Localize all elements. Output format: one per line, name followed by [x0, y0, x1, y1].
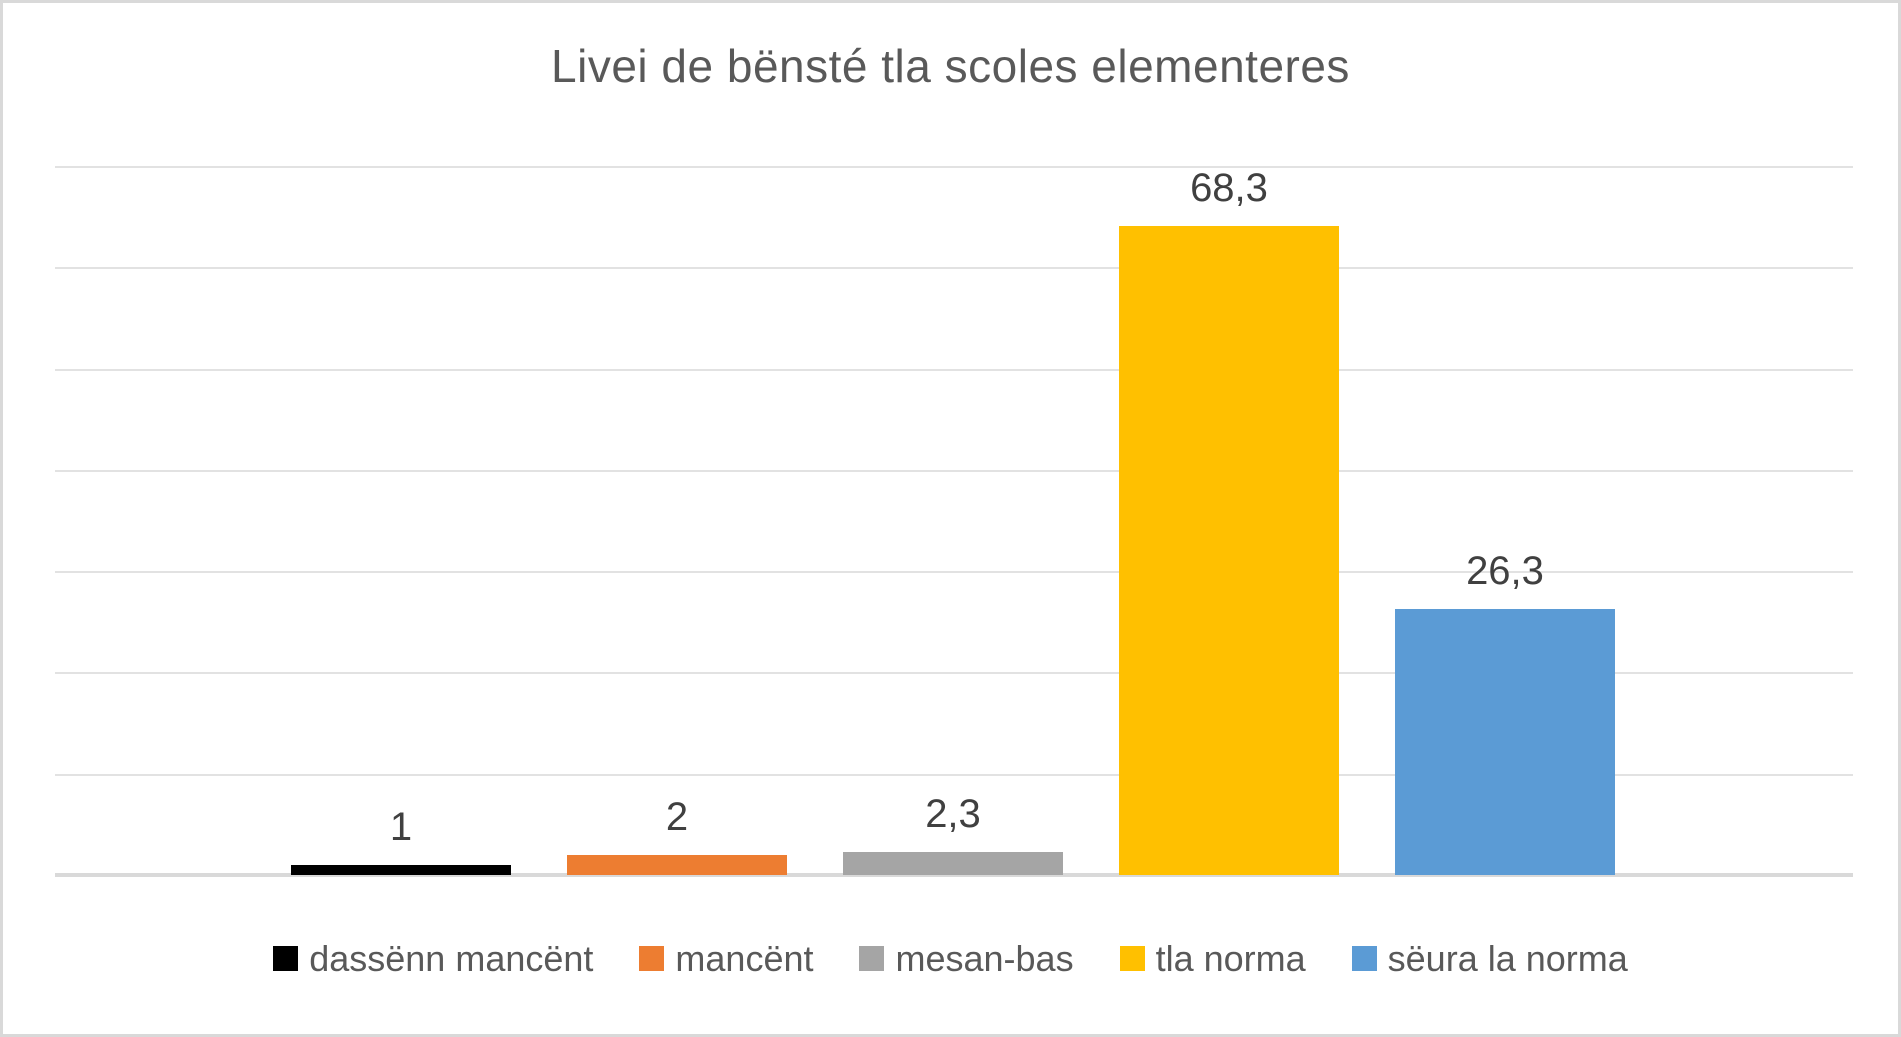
gridline — [55, 166, 1853, 168]
plot-area: 1 2 2,3 68,3 26,3 — [55, 166, 1853, 877]
bar-value-label: 26,3 — [1466, 548, 1544, 593]
bar-slot-2: 2 — [567, 166, 787, 875]
bar-mesan-bas — [843, 851, 1063, 875]
legend-marker-icon — [1351, 946, 1377, 972]
legend-marker-icon — [639, 946, 665, 972]
bar-sëura-la-norma — [1395, 608, 1615, 875]
bars-container: 1 2 2,3 68,3 26,3 — [291, 166, 1615, 875]
legend-marker-icon — [859, 946, 885, 972]
bar-mancënt — [567, 854, 787, 875]
bar-slot-5: 26,3 — [1395, 166, 1615, 875]
gridline — [55, 267, 1853, 270]
legend: dassënn mancënt mancënt mesan-bas tla norma… — [3, 939, 1898, 979]
gridline — [55, 672, 1853, 675]
legend-item-3: mesan-bas — [859, 938, 1074, 979]
gridline — [55, 469, 1853, 472]
x-axis-line — [55, 873, 1853, 877]
bar-value-label: 68,3 — [1190, 166, 1268, 210]
bar-slot-3: 2,3 — [843, 166, 1063, 875]
legend-item-4: tla norma — [1119, 938, 1306, 979]
gridline — [55, 368, 1853, 371]
legend-label: mesan-bas — [895, 938, 1074, 979]
legend-label: dassënn mancënt — [309, 938, 594, 979]
legend-item-5: sëura la norma — [1351, 938, 1628, 979]
gridline — [55, 773, 1853, 776]
bar-value-label: 1 — [389, 804, 413, 849]
bar-value-label: 2,3 — [925, 791, 981, 836]
bar-slot-1: 1 — [291, 166, 511, 875]
chart-title: Livei de bënsté tla scoles elementeres — [551, 40, 1350, 92]
legend-item-1: dassënn mancënt — [273, 939, 593, 979]
legend-item-2: mancënt — [639, 939, 813, 979]
gridline — [55, 571, 1853, 574]
legend-label: sëura la norma — [1387, 938, 1628, 979]
legend-label: mancënt — [675, 938, 814, 979]
legend-marker-icon — [273, 946, 299, 972]
bar-tla-norma — [1119, 226, 1339, 875]
bar-slot-4: 68,3 — [1119, 166, 1339, 875]
legend-marker-icon — [1119, 946, 1145, 972]
bar-dassënn-mancënt — [291, 864, 511, 875]
legend-label: tla norma — [1155, 938, 1306, 979]
bar-value-label: 2 — [665, 794, 689, 839]
